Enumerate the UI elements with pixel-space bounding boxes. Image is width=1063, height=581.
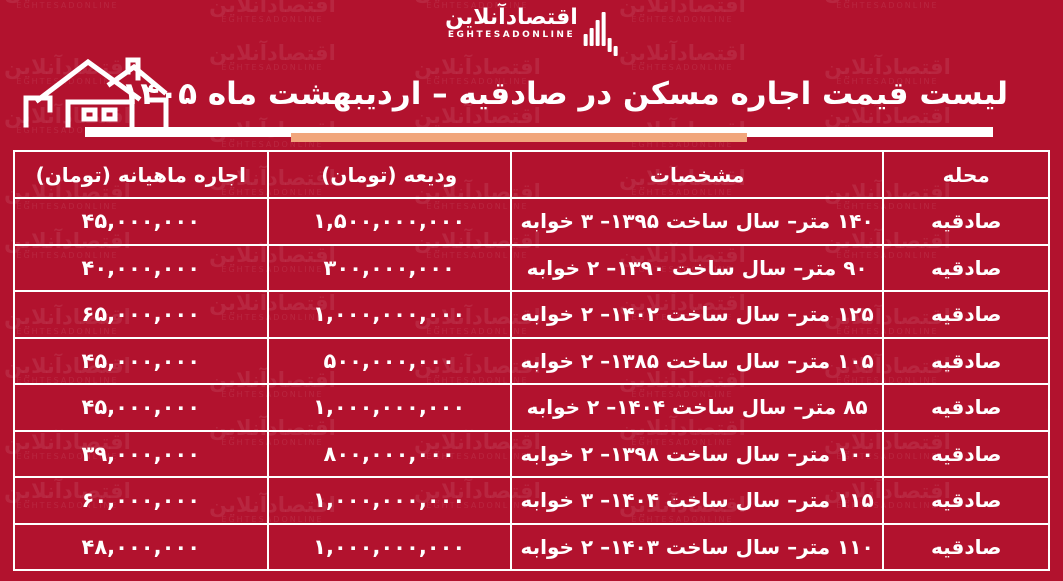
page-title: لیست قیمت اجاره مسکن در صادقیه – اردیبهش… xyxy=(121,76,1008,112)
logo-brand-en: EGHTESADONLINE xyxy=(447,30,576,41)
logo-wordmark: اقتصادآنلاین EGHTESADONLINE xyxy=(445,5,578,41)
cell-deposit: ۳۰۰,۰۰۰,۰۰۰ xyxy=(266,243,512,292)
title-underline-white xyxy=(85,127,993,137)
cell-rent: ۴۰,۰۰۰,۰۰۰ xyxy=(13,243,269,292)
col-header-district: محله xyxy=(882,150,1050,199)
house-icon xyxy=(23,57,169,128)
table-header-row: محله مشخصات ودیعه (تومان) اجاره ماهیانه … xyxy=(13,150,1050,199)
cell-rent: ۳۹,۰۰۰,۰۰۰ xyxy=(13,429,269,478)
cell-district: صادقیه xyxy=(882,197,1050,246)
table-row: صادقیه ۹۰ متر– سال ساخت ۱۳۹۰– ۲ خوابه ۳۰… xyxy=(13,243,1050,292)
table-row: صادقیه ۱۰۵ متر– سال ساخت ۱۳۸۵– ۲ خوابه ۵… xyxy=(13,336,1050,385)
cell-specs: ۱۰۰ متر– سال ساخت ۱۳۹۸– ۲ خوابه xyxy=(509,429,885,478)
cell-district: صادقیه xyxy=(882,522,1050,571)
cell-deposit: ۵۰۰,۰۰۰,۰۰۰ xyxy=(266,336,512,385)
cell-specs: ۱۰۵ متر– سال ساخت ۱۳۸۵– ۲ خوابه xyxy=(509,336,885,385)
cell-deposit: ۱,۰۰۰,۰۰۰,۰۰۰ xyxy=(266,383,512,432)
cell-specs: ۱۲۵ متر– سال ساخت ۱۴۰۲– ۲ خوابه xyxy=(509,290,885,339)
cell-district: صادقیه xyxy=(882,476,1050,525)
table-row: صادقیه ۱۱۰ متر– سال ساخت ۱۴۰۳– ۲ خوابه ۱… xyxy=(13,522,1050,571)
col-header-deposit: ودیعه (تومان) xyxy=(266,150,512,199)
cell-specs: ۹۰ متر– سال ساخت ۱۳۹۰– ۲ خوابه xyxy=(509,243,885,292)
eghtesadonline-logo: اقتصادآنلاین EGHTESADONLINE xyxy=(445,5,618,56)
table-row: صادقیه ۸۵ متر– سال ساخت ۱۴۰۴– ۲ خوابه ۱,… xyxy=(13,383,1050,432)
cell-rent: ۴۵,۰۰۰,۰۰۰ xyxy=(13,336,269,385)
rent-price-table: محله مشخصات ودیعه (تومان) اجاره ماهیانه … xyxy=(13,150,1050,571)
cell-deposit: ۱,۰۰۰,۰۰۰,۰۰۰ xyxy=(266,522,512,571)
col-header-rent: اجاره ماهیانه (تومان) xyxy=(13,150,269,199)
cell-rent: ۴۵,۰۰۰,۰۰۰ xyxy=(13,197,269,246)
cell-district: صادقیه xyxy=(882,336,1050,385)
table-row: صادقیه ۱۲۵ متر– سال ساخت ۱۴۰۲– ۲ خوابه ۱… xyxy=(13,290,1050,339)
cell-specs: ۱۱۰ متر– سال ساخت ۱۴۰۳– ۲ خوابه xyxy=(509,522,885,571)
cell-district: صادقیه xyxy=(882,243,1050,292)
cell-rent: ۴۸,۰۰۰,۰۰۰ xyxy=(13,522,269,571)
cell-specs: ۸۵ متر– سال ساخت ۱۴۰۴– ۲ خوابه xyxy=(509,383,885,432)
cell-district: صادقیه xyxy=(882,290,1050,339)
table-row: صادقیه ۱۱۵ متر– سال ساخت ۱۴۰۴– ۳ خوابه ۱… xyxy=(13,476,1050,525)
cell-rent: ۴۵,۰۰۰,۰۰۰ xyxy=(13,383,269,432)
cell-deposit: ۱,۰۰۰,۰۰۰,۰۰۰ xyxy=(266,290,512,339)
table-row: صادقیه ۱۴۰ متر– سال ساخت ۱۳۹۵– ۳ خوابه ۱… xyxy=(13,197,1050,246)
table-row: صادقیه ۱۰۰ متر– سال ساخت ۱۳۹۸– ۲ خوابه ۸… xyxy=(13,429,1050,478)
cell-deposit: ۱,۰۰۰,۰۰۰,۰۰۰ xyxy=(266,476,512,525)
cell-specs: ۱۴۰ متر– سال ساخت ۱۳۹۵– ۳ خوابه xyxy=(509,197,885,246)
cell-rent: ۶۰,۰۰۰,۰۰۰ xyxy=(13,476,269,525)
title-underline-peach xyxy=(291,133,747,142)
cell-specs: ۱۱۵ متر– سال ساخت ۱۴۰۴– ۳ خوابه xyxy=(509,476,885,525)
logo-brand-fa: اقتصادآنلاین xyxy=(445,5,578,30)
cell-district: صادقیه xyxy=(882,383,1050,432)
cell-deposit: ۸۰۰,۰۰۰,۰۰۰ xyxy=(266,429,512,478)
cell-deposit: ۱,۵۰۰,۰۰۰,۰۰۰ xyxy=(266,197,512,246)
eghtesad-bars-icon xyxy=(583,6,618,56)
cell-rent: ۶۵,۰۰۰,۰۰۰ xyxy=(13,290,269,339)
col-header-specs: مشخصات xyxy=(509,150,885,199)
cell-district: صادقیه xyxy=(882,429,1050,478)
